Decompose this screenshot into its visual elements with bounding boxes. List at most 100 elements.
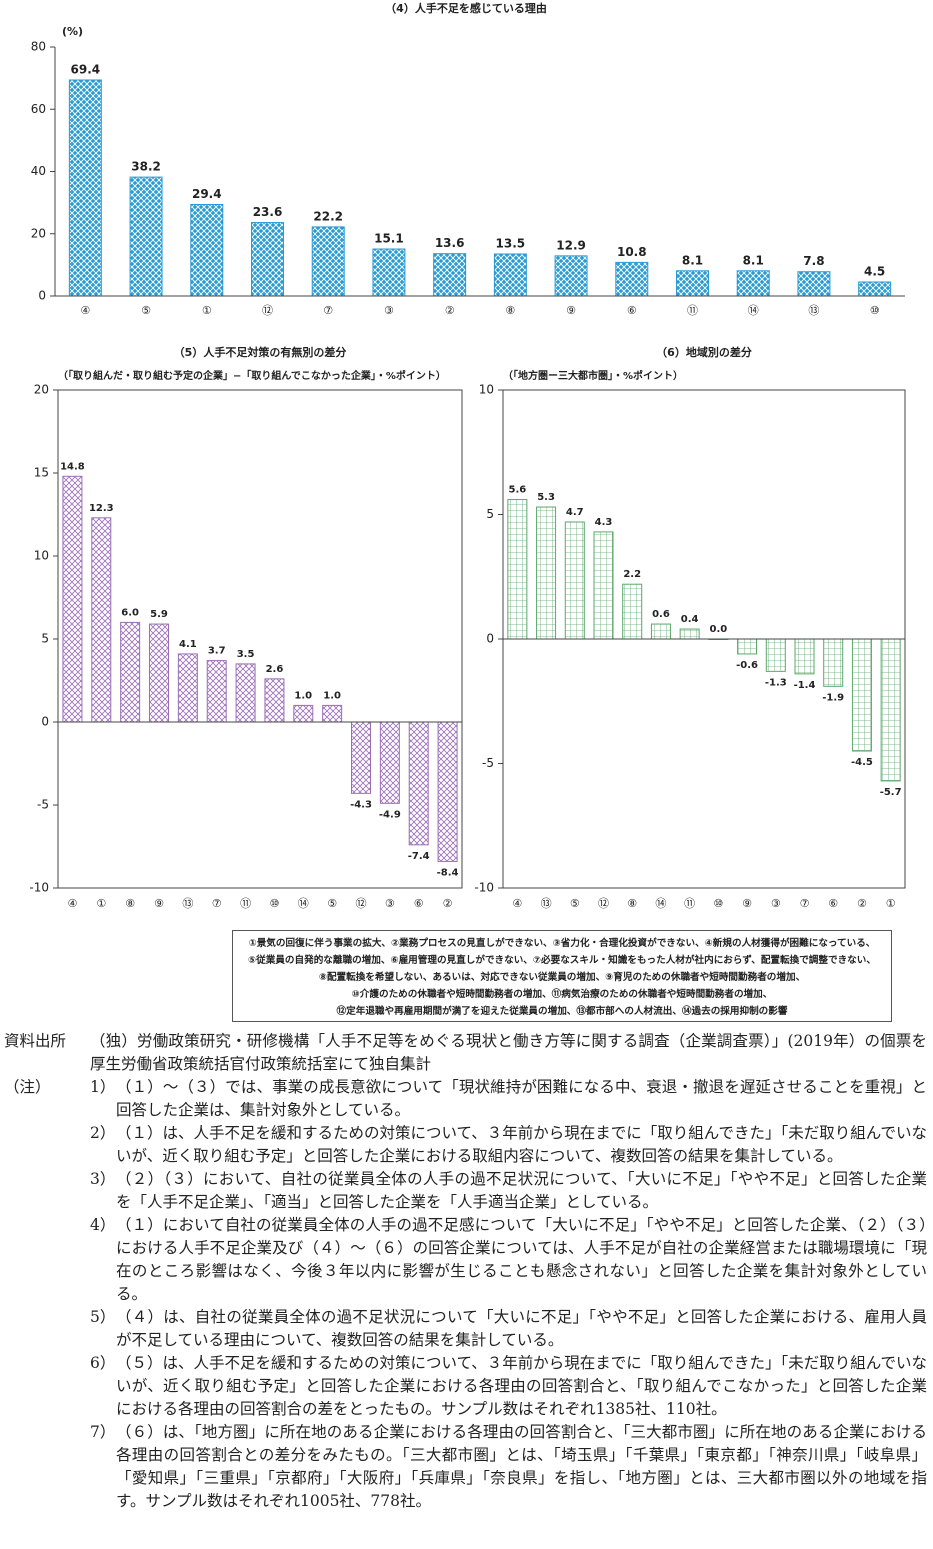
- y-tick-label: 10: [34, 549, 49, 563]
- x-tick-label: ⑩: [269, 897, 279, 910]
- notes-block: 資料出所 （独）労働政策研究・研修機構「人手不足等をめぐる現状と働き方等に関する…: [0, 1030, 933, 1513]
- value-label: 5.3: [537, 492, 555, 503]
- x-tick-label: ③: [385, 897, 395, 910]
- notes-label: [0, 1421, 90, 1513]
- notes: （注） 1） （１）～（３）では、事業の成長意欲について「現状維持が困難になる中、衰…: [0, 1076, 933, 1513]
- note-text: （１）において自社の従業員全体の人手の過不足感について「大いに不足」「やや不足」…: [116, 1216, 927, 1303]
- note-number: 7）: [90, 1423, 116, 1441]
- value-label: 12.9: [556, 238, 586, 252]
- value-label: -1.4: [794, 680, 816, 691]
- bar: [322, 704, 343, 723]
- note: （注） 1） （１）～（３）では、事業の成長意欲について「現状維持が困難になる中、衰…: [0, 1076, 933, 1122]
- bar: [91, 517, 112, 723]
- y-tick-label: 5: [486, 507, 494, 521]
- value-label: 4.5: [864, 264, 885, 278]
- bar: [676, 270, 709, 297]
- notes-label: [0, 1122, 90, 1168]
- note-text: （４）は、自社の従業員全体の過不足状況について「大いに不足」「やや不足」と回答し…: [116, 1308, 927, 1349]
- legend-box: ①景気の回復に伴う事業の拡大、②業務プロセスの見直しができない、③省力化・合理化…: [232, 930, 892, 1022]
- note: 6） （５）は、人手不足を緩和するための対策について、３年前から現在までに「取り組…: [0, 1352, 933, 1421]
- value-label: -1.9: [822, 692, 844, 703]
- bar: [507, 499, 528, 640]
- legend-line: ⑩介護のための休職者や短時間勤務者の増加、⑪病気治療のための休職者や短時間勤務者…: [351, 989, 773, 1000]
- y-tick-label: 15: [34, 466, 49, 480]
- value-label: 4.3: [595, 517, 613, 528]
- bar: [206, 660, 227, 723]
- plot-frame: [57, 389, 463, 889]
- bar: [129, 176, 163, 297]
- x-tick-label: ⑬: [182, 897, 193, 910]
- value-label: 13.6: [435, 236, 465, 250]
- x-tick-label: ③: [384, 304, 394, 317]
- y-tick-label: 0: [41, 715, 49, 729]
- x-tick-label: ⑩: [870, 304, 880, 317]
- bar: [794, 638, 815, 675]
- bar: [493, 253, 527, 297]
- value-label: 12.3: [89, 503, 114, 514]
- bar: [372, 248, 406, 297]
- x-tick-label: ⑭: [298, 897, 309, 910]
- x-tick-label: ⑬: [541, 897, 552, 910]
- value-label: 1.0: [323, 690, 341, 701]
- value-label: 69.4: [71, 62, 101, 76]
- bar: [120, 621, 141, 723]
- y-tick-label: -10: [474, 881, 494, 895]
- notes-label: [0, 1214, 90, 1306]
- bar: [554, 255, 588, 297]
- bar: [433, 253, 467, 297]
- x-tick-label: ⑫: [356, 897, 367, 910]
- note-number: 6）: [90, 1354, 116, 1372]
- value-label: -4.3: [350, 799, 372, 810]
- x-tick-label: ⑭: [655, 897, 666, 910]
- value-label: -7.4: [408, 851, 430, 862]
- x-tick-label: ⑥: [414, 897, 424, 910]
- value-label: 4.7: [566, 507, 584, 518]
- value-label: 3.5: [237, 649, 255, 660]
- x-tick-label: ⑦: [212, 897, 222, 910]
- x-tick-label: ⑦: [323, 304, 333, 317]
- x-tick-label: ⑩: [713, 897, 723, 910]
- bar: [564, 521, 585, 640]
- bar: [408, 721, 429, 846]
- bar: [311, 226, 345, 297]
- x-tick-label: ④: [512, 897, 522, 910]
- bar: [351, 721, 371, 794]
- bar: [437, 721, 458, 862]
- notes-label: [0, 1306, 90, 1352]
- value-label: 2.6: [266, 664, 284, 675]
- legend-line: ①景気の回復に伴う事業の拡大、②業務プロセスの見直しができない、③省力化・合理化…: [248, 938, 876, 949]
- value-label: -4.9: [379, 809, 401, 820]
- y-tick-label: -10: [29, 881, 49, 895]
- note: 5） （４）は、自社の従業員全体の過不足状況について「大いに不足」「やや不足」と回…: [0, 1306, 933, 1352]
- x-tick-label: ⑥: [828, 897, 838, 910]
- x-tick-label: ⑭: [748, 304, 759, 317]
- value-label: -1.3: [765, 677, 787, 688]
- x-tick-label: ①: [202, 304, 212, 317]
- value-label: -8.4: [437, 867, 459, 878]
- note-number: 4）: [90, 1216, 116, 1234]
- y-tick-label: 80: [31, 40, 46, 54]
- x-tick-label: ①: [886, 897, 896, 910]
- value-label: 5.9: [150, 609, 168, 620]
- note: 4） （１）において自社の従業員全体の人手の過不足感について「大いに不足」「やや不…: [0, 1214, 933, 1306]
- bar: [823, 638, 844, 687]
- bar: [650, 623, 671, 640]
- value-label: 5.6: [508, 485, 526, 496]
- bar: [68, 79, 102, 297]
- note-text: （５）は、人手不足を緩和するための対策について、３年前から現在までに「取り組んで…: [116, 1354, 927, 1418]
- value-label: -5.7: [880, 787, 902, 798]
- x-tick-label: ⑥: [627, 304, 637, 317]
- x-tick-label: ⑨: [742, 897, 752, 910]
- x-tick-label: ⑤: [327, 897, 337, 910]
- bar: [190, 203, 224, 297]
- source-label: 資料出所: [4, 1032, 67, 1050]
- x-tick-label: ⑨: [566, 304, 576, 317]
- x-tick-label: ④: [67, 897, 77, 910]
- value-label: 2.2: [623, 569, 641, 580]
- bar: [379, 721, 400, 804]
- legend-line: ⑤従業員の自発的な離職の増加、⑥雇用管理の見直しができない、⑦必要なスキル・知識…: [248, 955, 876, 966]
- x-tick-label: ⑤: [570, 897, 580, 910]
- x-tick-label: ⑪: [240, 897, 251, 910]
- y-tick-label: 20: [34, 383, 49, 397]
